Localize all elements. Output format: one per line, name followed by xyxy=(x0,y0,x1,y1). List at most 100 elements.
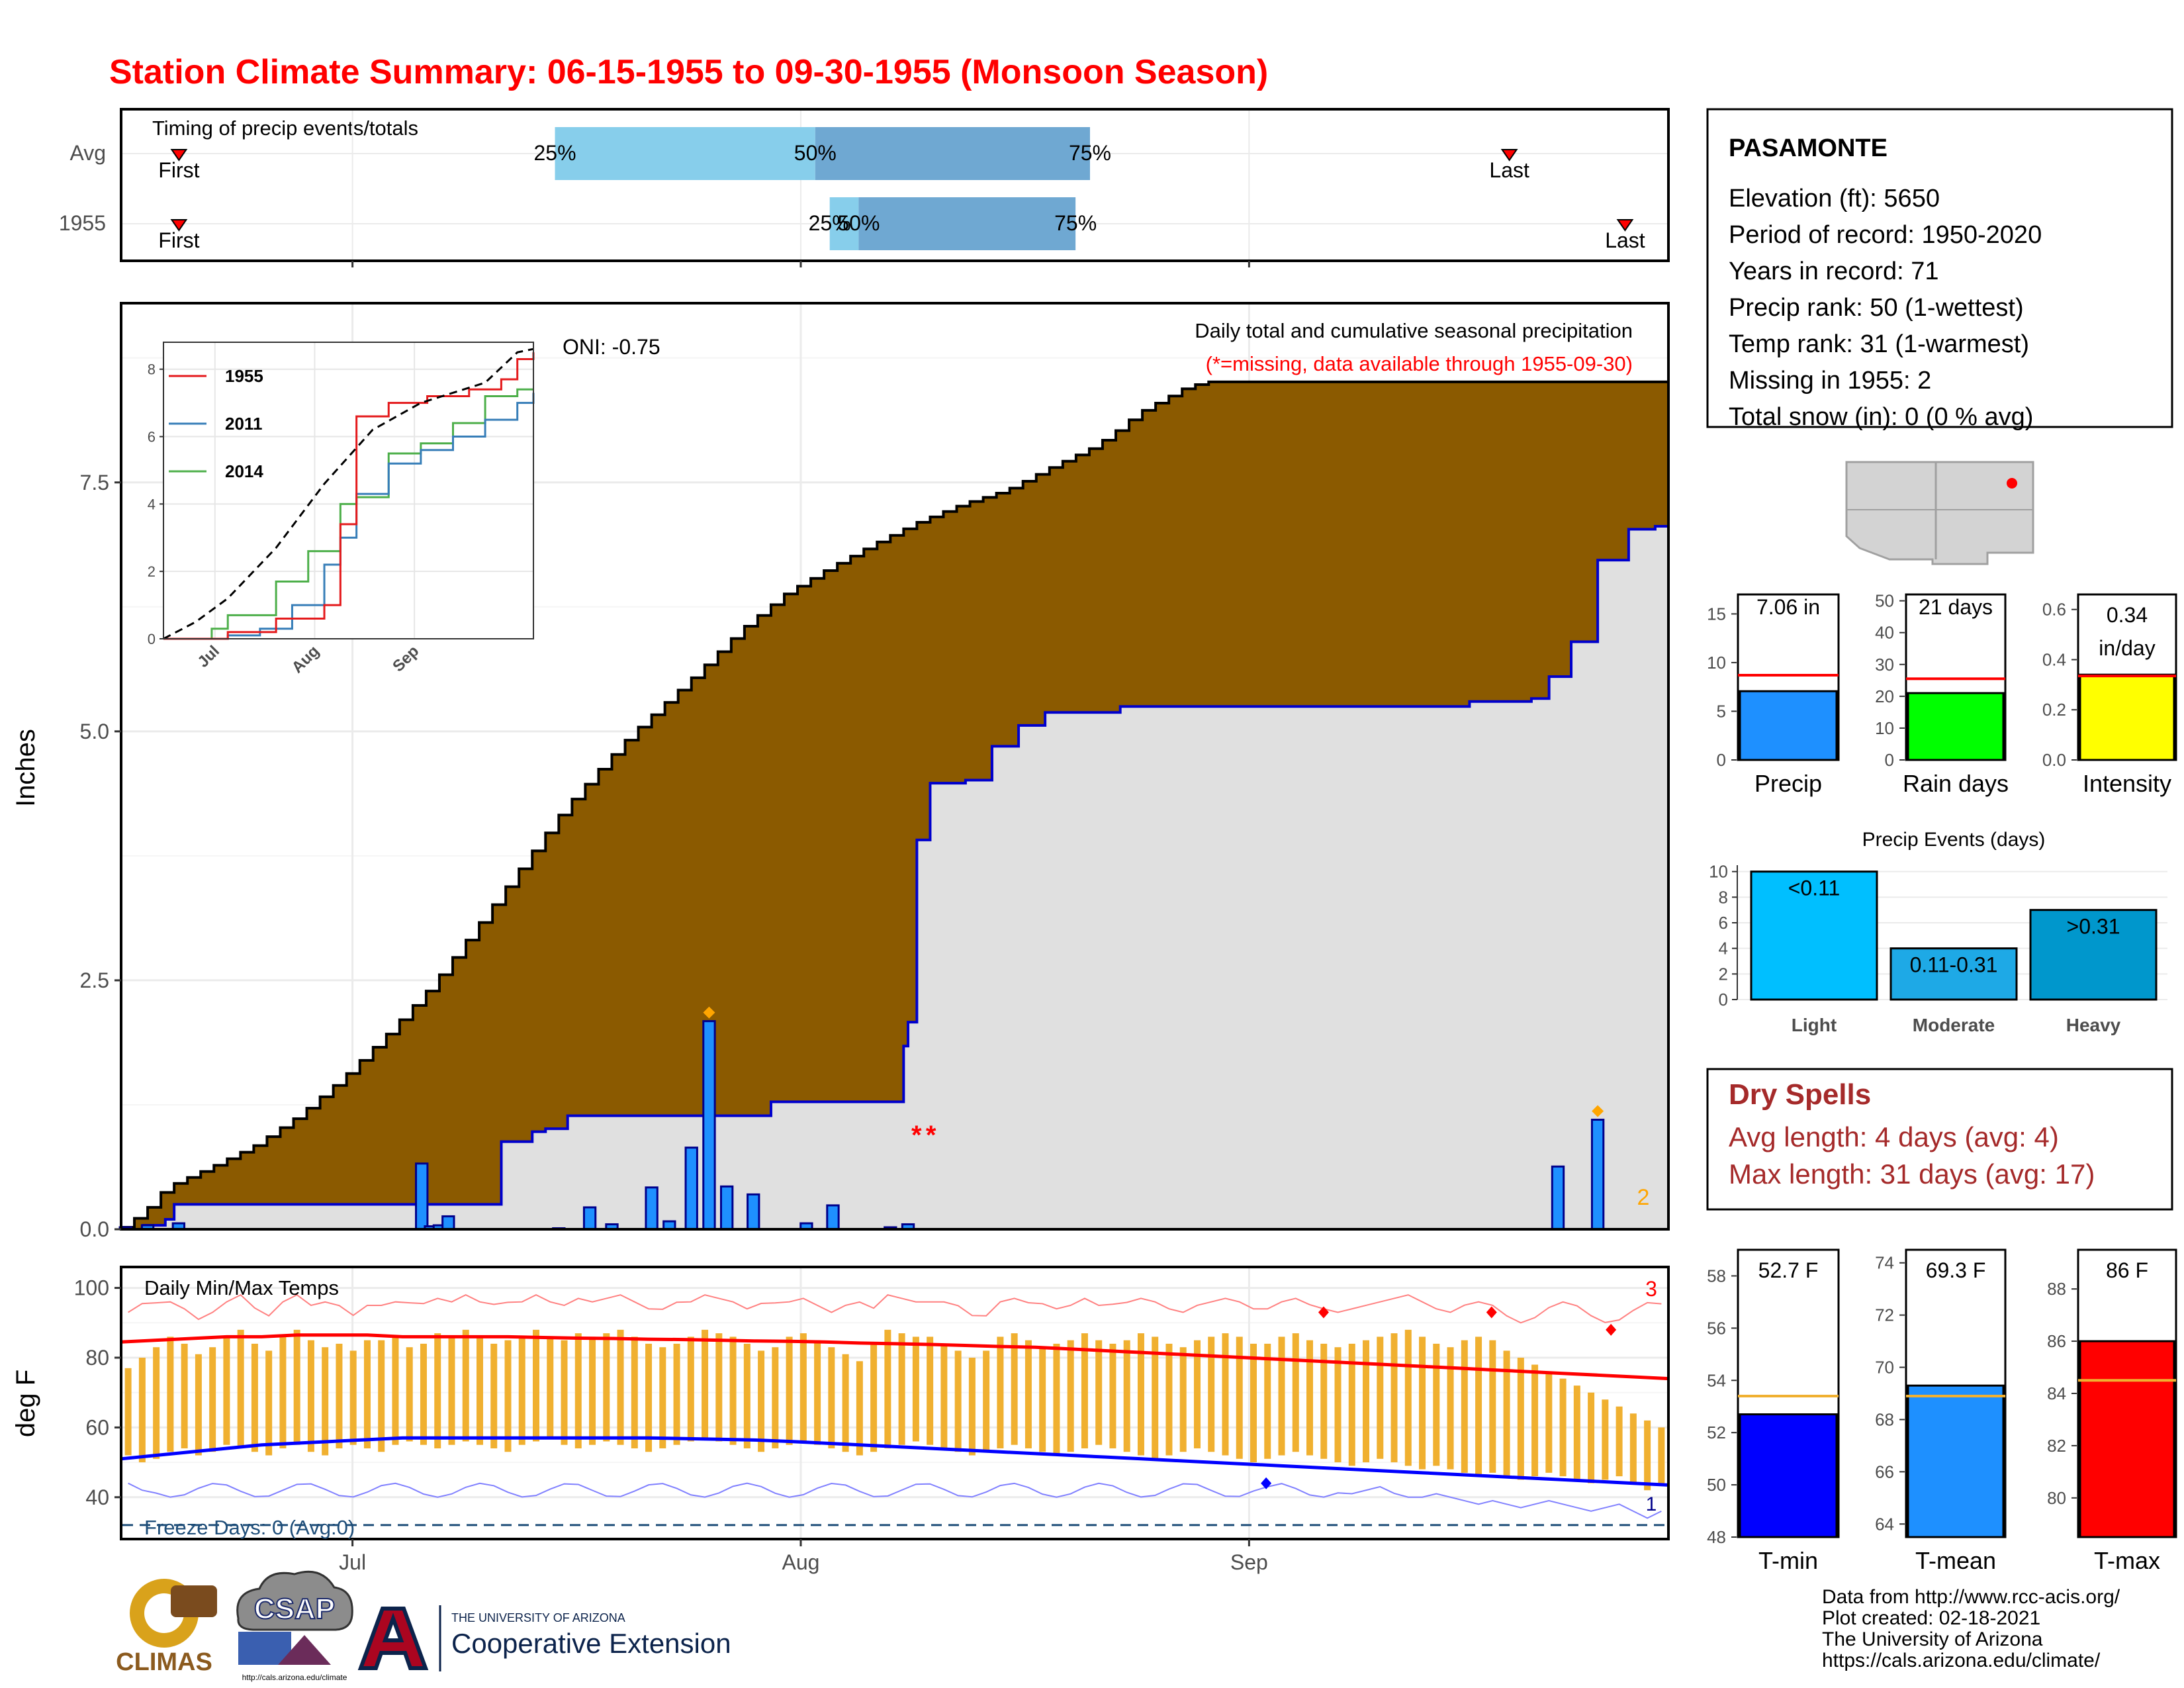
tempbar-ytick-label: 56 xyxy=(1707,1318,1726,1338)
daily-temp-range-bar xyxy=(1165,1343,1173,1456)
events-ytick-label: 8 xyxy=(1719,887,1728,907)
daily-temp-range-bar xyxy=(842,1354,849,1452)
timing-title: Timing of precip events/totals xyxy=(152,117,418,140)
record-min-line xyxy=(128,1482,1662,1519)
daily-temp-range-bar xyxy=(1475,1336,1482,1477)
daily-temp-range-bar xyxy=(1433,1343,1440,1466)
minibar-ytick-label: 0.0 xyxy=(2042,750,2066,770)
timing-box-upper-1 xyxy=(858,197,1076,250)
daily-temp-range-bar xyxy=(1306,1340,1314,1456)
climas-wordmark: CLIMAS xyxy=(116,1648,212,1676)
footer-line-3: The University of Arizona xyxy=(1822,1628,2043,1650)
temperature-panel: deg F Daily Min/Max Temps 3 1 Freeze Day… xyxy=(11,1266,1670,1574)
daily-temp-range-bar xyxy=(1179,1347,1187,1452)
event-bar-label: 0.11-0.31 xyxy=(1910,953,1998,977)
precip-ylabel: Inches xyxy=(11,729,40,807)
daily-temp-range-bar xyxy=(406,1347,413,1442)
event-bar xyxy=(1750,870,1878,1001)
observed-cumulative-area xyxy=(121,526,1668,1230)
event-bar xyxy=(1889,947,2018,1001)
tempbar-ytick-label: 50 xyxy=(1707,1475,1726,1495)
daily-temp-range-bar xyxy=(1278,1336,1285,1456)
daily-temp-range-bar xyxy=(349,1350,357,1445)
record-high-count: 3 xyxy=(1645,1277,1657,1301)
precip-panel: * * Inches Daily total and cumulative sea… xyxy=(11,302,1670,1241)
csap-stripes-icon xyxy=(238,1632,291,1665)
map-states xyxy=(1845,461,2034,565)
daily-temp-range-bar xyxy=(336,1343,343,1448)
dry-spells-title: Dry Spells xyxy=(1729,1078,1871,1111)
daily-temp-range-bar xyxy=(167,1336,174,1452)
footer-line-1: Data from http://www.rcc-acis.org/ xyxy=(1822,1586,2120,1608)
daily-temp-range-bar xyxy=(828,1347,835,1448)
event-category-label: Moderate xyxy=(1913,1015,1995,1035)
minibar-ytick-label: 5 xyxy=(1717,701,1726,721)
event-category-label: Heavy xyxy=(2066,1015,2121,1035)
timing-p50-label: 50% xyxy=(794,141,837,165)
daily-temp-range-bar xyxy=(223,1336,230,1445)
daily-temp-range-bar xyxy=(1334,1347,1342,1463)
timing-first-marker xyxy=(170,149,188,162)
daily-temp-range-bar xyxy=(631,1336,638,1448)
event-category-label: Light xyxy=(1792,1015,1837,1035)
inset-climatology-line xyxy=(163,348,534,640)
daily-temp-range-bar xyxy=(1377,1336,1384,1459)
daily-temp-range-bar xyxy=(237,1329,244,1448)
events-ytick-label: 0 xyxy=(1719,990,1728,1009)
missing-day-marker: * xyxy=(911,1121,922,1150)
daily-temp-range-bar xyxy=(378,1340,385,1452)
minibar-ytick-label: 0.4 xyxy=(2042,649,2066,669)
inset-legend-label: 2014 xyxy=(225,461,263,481)
daily-temp-range-bar xyxy=(1193,1340,1201,1448)
timing-p75-label: 75% xyxy=(1054,211,1097,235)
precip-events-panel: Precip Events (days) 0 2 4 6 8 10 <0.11 Light 0.… xyxy=(1709,829,2167,1035)
temp-ylabel: deg F xyxy=(11,1370,40,1437)
xtick-label: Jul xyxy=(339,1550,366,1574)
tempbar-label: T-max xyxy=(2094,1547,2160,1574)
event-bar-label: <0.11 xyxy=(1788,876,1841,900)
tempbar-ytick-label: 88 xyxy=(2047,1279,2066,1299)
minibar-value-label: 21 days xyxy=(1919,595,1993,619)
minibar-ytick-label: 40 xyxy=(1875,623,1894,643)
daily-temp-range-bar xyxy=(1222,1333,1229,1456)
minibar-ytick-label: 0.6 xyxy=(2042,600,2066,620)
event-bar-label: >0.31 xyxy=(2067,915,2120,939)
minibar-ytick-label: 50 xyxy=(1875,591,1894,611)
timing-last-marker xyxy=(1616,219,1634,232)
precip-y-ticks: 0.0 2.5 5.0 7.5 xyxy=(80,471,121,1241)
temp-y-ticks: 40 60 80 100 xyxy=(74,1276,121,1509)
daily-temp-range-bar xyxy=(209,1347,216,1452)
timing-first-label: First xyxy=(158,228,199,252)
temp-ytick-label: 80 xyxy=(85,1346,109,1370)
daily-temp-range-bar xyxy=(954,1350,962,1452)
daily-temp-range-bar xyxy=(1264,1343,1271,1459)
daily-temp-range-bar xyxy=(448,1336,455,1445)
tempbar-ytick-label: 84 xyxy=(2047,1383,2066,1403)
temp-ytick-label: 100 xyxy=(74,1276,109,1300)
csap-cloud-icon xyxy=(236,1570,353,1631)
daily-temp-range-bar xyxy=(1292,1333,1299,1452)
inset-ytick-label: 4 xyxy=(148,496,156,512)
minibar-ytick-label: 0 xyxy=(1885,750,1894,770)
daily-temp-range-bar xyxy=(1658,1427,1665,1483)
record-high-marker xyxy=(1606,1323,1617,1336)
daily-temp-range-bar xyxy=(884,1329,891,1448)
daily-precip-bar xyxy=(747,1193,760,1231)
timing-last-marker xyxy=(1500,149,1518,162)
daily-precip-bar xyxy=(1590,1119,1605,1231)
daily-temp-range-bar xyxy=(138,1358,146,1463)
daily-temp-range-bar xyxy=(729,1336,737,1445)
daily-temp-range-bar xyxy=(518,1336,525,1445)
tempbar-value-label: 86 F xyxy=(2106,1258,2148,1282)
tempbar-value-bar xyxy=(1739,1413,1838,1538)
daily-temp-range-bar xyxy=(1109,1343,1116,1448)
temp-frame xyxy=(120,1266,1670,1540)
daily-temp-range-bar xyxy=(279,1336,287,1448)
map-outline xyxy=(1845,461,2034,565)
daily-temp-range-bar xyxy=(195,1354,202,1456)
inset-frame xyxy=(163,342,534,639)
daily-temp-range-bar xyxy=(363,1340,371,1448)
tempbar-ytick-label: 72 xyxy=(1875,1305,1894,1325)
precip-events-chart: 0 2 4 6 8 10 <0.11 Light 0.11-0.31 Moderate >0.31 H… xyxy=(1709,862,2167,1035)
